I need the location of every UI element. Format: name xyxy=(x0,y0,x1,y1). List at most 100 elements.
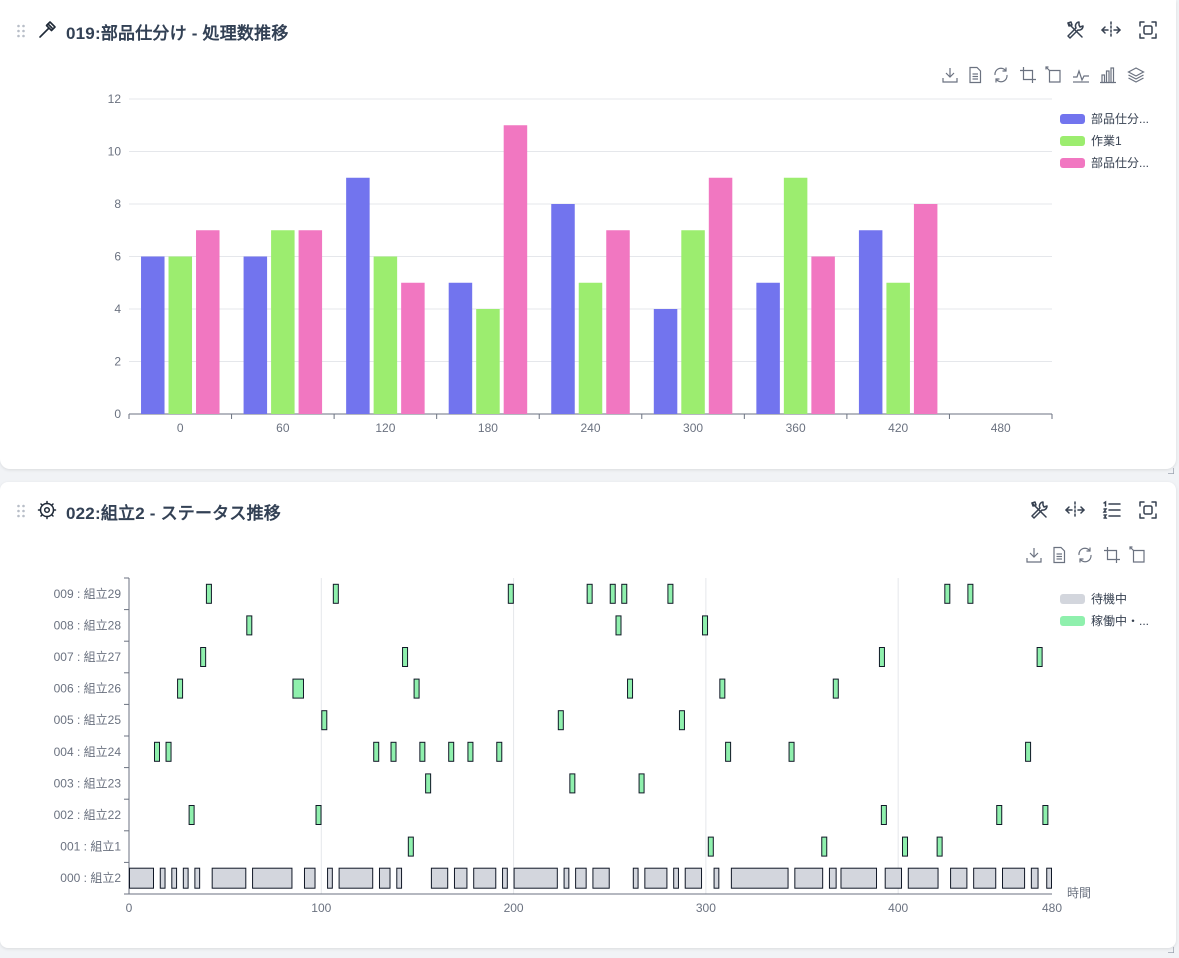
waiting-segment xyxy=(159,867,166,889)
tools-icon[interactable] xyxy=(1064,19,1086,41)
legend-swatch xyxy=(1060,158,1085,168)
running-segment xyxy=(557,710,564,731)
waiting-segment xyxy=(502,867,508,889)
status-chart-panel: 022:組立2 - ステータス推移 0 100 200 300 400 480 000 : … xyxy=(0,482,1176,954)
waiting-segment xyxy=(828,867,837,889)
resize-handle-icon[interactable] xyxy=(1168,940,1175,954)
bar xyxy=(811,256,835,414)
running-segment xyxy=(615,615,622,636)
waiting-segment xyxy=(907,867,939,889)
bar xyxy=(606,230,630,414)
download-icon[interactable] xyxy=(941,66,959,84)
bar xyxy=(858,230,883,414)
waiting-segment xyxy=(632,867,639,889)
x-tick-label: 100 xyxy=(311,901,331,915)
split-horizontal-icon[interactable] xyxy=(1100,19,1122,41)
legend-swatch xyxy=(1060,136,1085,146)
x-tick-label: 0 xyxy=(126,901,133,915)
running-segment xyxy=(880,805,887,825)
data-view-icon[interactable] xyxy=(966,66,984,84)
split-horizontal-icon[interactable] xyxy=(1064,499,1086,521)
zoom-reset-icon[interactable] xyxy=(1129,546,1147,564)
x-tick-label: 420 xyxy=(888,421,908,435)
fullscreen-icon[interactable] xyxy=(1137,499,1159,521)
waiting-segment xyxy=(194,867,201,889)
bar xyxy=(196,230,220,414)
download-icon[interactable] xyxy=(1025,546,1043,564)
running-segment xyxy=(425,773,432,794)
zoom-reset-icon[interactable] xyxy=(1045,66,1063,84)
running-segment xyxy=(944,583,951,604)
bar xyxy=(346,177,370,414)
running-segment xyxy=(188,805,195,825)
running-segment xyxy=(996,805,1003,825)
running-segment xyxy=(1036,647,1043,667)
waiting-segment xyxy=(453,867,468,889)
waiting-segment xyxy=(182,867,189,889)
legend-label: 部品仕分... xyxy=(1091,111,1149,126)
running-segment xyxy=(902,836,909,857)
running-segment xyxy=(205,583,212,604)
y-tick-label: 4 xyxy=(114,302,121,316)
running-segment xyxy=(332,583,339,604)
running-segment xyxy=(419,741,426,762)
fullscreen-icon[interactable] xyxy=(1137,19,1159,41)
bar xyxy=(243,256,268,414)
hammer-icon xyxy=(37,20,57,40)
waiting-segment xyxy=(973,867,997,889)
running-segment xyxy=(788,741,795,762)
drag-handle-icon[interactable] xyxy=(16,24,26,38)
x-tick-label: 480 xyxy=(991,421,1011,435)
running-segment xyxy=(200,647,207,667)
running-segment xyxy=(936,836,943,857)
waiting-segment xyxy=(1002,867,1026,889)
line-chart-icon[interactable] xyxy=(1072,66,1090,84)
bar xyxy=(551,204,575,414)
bar-chart-icon[interactable] xyxy=(1099,66,1117,84)
running-segment xyxy=(292,678,304,699)
waiting-segment xyxy=(684,867,703,889)
bar xyxy=(783,177,808,414)
x-tick-label: 0 xyxy=(177,421,184,435)
drag-handle-icon[interactable] xyxy=(16,504,26,518)
zoom-select-icon[interactable] xyxy=(1103,546,1121,564)
stack-icon[interactable] xyxy=(1127,66,1145,84)
tools-icon[interactable] xyxy=(1028,499,1050,521)
waiting-segment xyxy=(211,867,247,889)
running-segment xyxy=(496,741,503,762)
zoom-select-icon[interactable] xyxy=(1019,66,1037,84)
running-segment xyxy=(153,741,160,762)
running-segment xyxy=(1042,805,1049,825)
waiting-segment xyxy=(473,867,497,889)
running-segment xyxy=(821,836,828,857)
restore-icon[interactable] xyxy=(992,66,1010,84)
waiting-segment xyxy=(644,867,668,889)
running-segment xyxy=(448,741,455,762)
data-view-icon[interactable] xyxy=(1050,546,1068,564)
waiting-segment xyxy=(884,867,903,889)
restore-icon[interactable] xyxy=(1076,546,1094,564)
running-segment xyxy=(467,741,474,762)
y-tick-label: 001 : 組立1 xyxy=(60,839,121,854)
resize-handle-icon[interactable] xyxy=(1168,461,1175,475)
x-tick-label: 400 xyxy=(888,901,908,915)
x-tick-label: 300 xyxy=(696,901,716,915)
running-segment xyxy=(719,678,726,699)
waiting-segment xyxy=(171,867,178,889)
legend-swatch xyxy=(1060,616,1085,626)
bar xyxy=(578,282,603,414)
bar xyxy=(886,282,910,414)
x-tick-label: 60 xyxy=(276,421,290,435)
waiting-segment xyxy=(1030,867,1039,889)
running-segment xyxy=(390,741,397,762)
legend-swatch xyxy=(1060,594,1085,604)
waiting-segment xyxy=(713,867,720,889)
running-segment xyxy=(627,678,634,699)
running-segment xyxy=(507,583,514,604)
waiting-segment xyxy=(950,867,968,889)
list-icon[interactable] xyxy=(1101,499,1123,521)
waiting-segment xyxy=(513,867,558,889)
waiting-segment xyxy=(396,867,403,889)
running-segment xyxy=(967,583,974,604)
